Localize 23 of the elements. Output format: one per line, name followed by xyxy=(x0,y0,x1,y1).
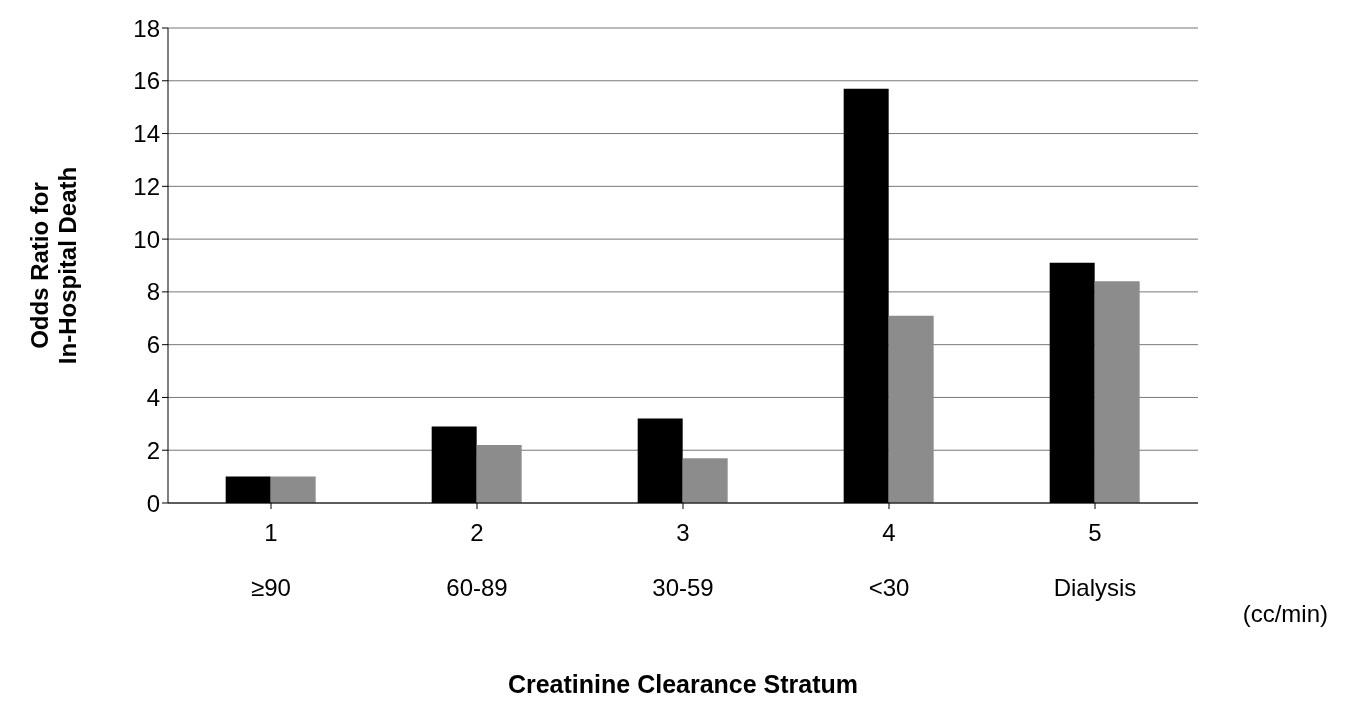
text: (cc/min) xyxy=(1242,600,1328,628)
x-tick-label: 2 60-89 xyxy=(446,519,508,601)
bar xyxy=(888,315,934,503)
bar xyxy=(1094,281,1140,503)
x-tick-label: 5 Dialysis xyxy=(1053,519,1137,601)
y-tick-label: 10 xyxy=(133,225,160,253)
x-tick-label: 1 ≥90 xyxy=(251,519,291,601)
bar xyxy=(682,458,728,503)
y-tick-label: 0 xyxy=(146,489,160,517)
y-tick-label: 12 xyxy=(133,172,160,200)
x-tick-label: 3 30-59 xyxy=(652,519,714,601)
y-tick-label: 14 xyxy=(133,120,160,148)
x-axis-title: Creatinine Clearance Stratum xyxy=(507,670,859,698)
y-tick-label: 16 xyxy=(133,67,160,95)
y-tick-label: 18 xyxy=(133,14,160,42)
x-tick-label: 4 <30 xyxy=(868,519,910,601)
bar xyxy=(476,444,522,503)
y-tick-label: 2 xyxy=(146,436,160,464)
y-tick-label: 6 xyxy=(146,331,160,359)
y-tick-label: 4 xyxy=(146,383,160,411)
y-tick-label: 8 xyxy=(146,278,160,306)
y-axis-title: Odds Ratio for In-Hospital Death xyxy=(26,166,81,365)
bar xyxy=(270,476,316,503)
